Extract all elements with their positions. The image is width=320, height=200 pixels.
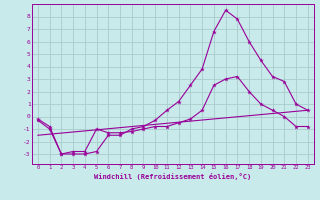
X-axis label: Windchill (Refroidissement éolien,°C): Windchill (Refroidissement éolien,°C): [94, 173, 252, 180]
